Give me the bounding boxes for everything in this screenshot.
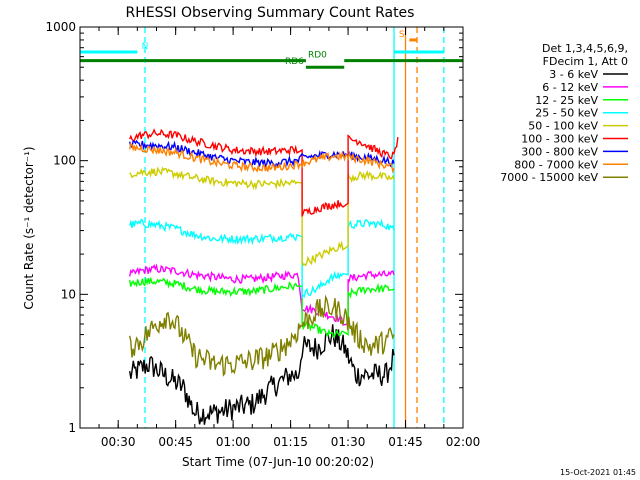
plot-area: N RD0 RD6 S 1 10 100 1000 00:30 00:45 01:00 01:15… — [45, 20, 480, 449]
legend-label-6-12-kev: 6 - 12 keV — [542, 81, 598, 94]
vertical-markers — [144, 27, 445, 428]
series-layer — [129, 128, 399, 425]
annotation-s: S — [399, 30, 405, 40]
legend-header-line: Det 1,3,4,5,6,9, — [542, 42, 628, 55]
annotation-n: N — [142, 42, 149, 52]
x-tick-label-02-00: 02:00 — [446, 435, 481, 449]
x-tick-label-01-15: 01:15 — [273, 435, 308, 449]
y-tick-label-1: 1 — [68, 421, 76, 435]
legend-label-7000-15000-kev: 7000 - 15000 keV — [500, 171, 598, 184]
legend-label-800-7000-kev: 800 - 7000 keV — [514, 158, 598, 171]
legend-label-100-300-kev: 100 - 300 keV — [521, 133, 598, 146]
y-axis-label: Count Rate (s⁻¹ detector⁻¹) — [22, 146, 36, 309]
x-axis-label: Start Time (07-Jun-10 00:20:02) — [182, 455, 374, 469]
legend-header-line: FDecim 1, Att 0 — [543, 55, 628, 68]
series-6-12-kev — [129, 263, 395, 326]
series-3-6-kev — [129, 324, 395, 425]
x-tick-label-01-45: 01:45 — [388, 435, 423, 449]
legend-label-3-6-kev: 3 - 6 keV — [549, 68, 598, 81]
legend: Det 1,3,4,5,6,9,FDecim 1, Att 03 - 6 keV… — [500, 42, 628, 184]
series-50-100-kev — [129, 166, 395, 267]
legend-label-12-25-kev: 12 - 25 keV — [535, 94, 598, 107]
y-tick-label-100: 100 — [53, 154, 76, 168]
x-tick-label-01-00: 01:00 — [216, 435, 251, 449]
x-axis: 00:30 00:45 01:00 01:15 01:30 01:45 02:00 — [98, 27, 481, 449]
annotation-rd0: RD0 — [308, 51, 327, 61]
status-bars: N RD0 RD6 S — [80, 30, 463, 69]
x-tick-label-00-45: 00:45 — [158, 435, 193, 449]
legend-label-50-100-kev: 50 - 100 keV — [528, 120, 598, 133]
series-7000-15000-kev — [129, 294, 395, 377]
x-tick-label-00-30: 00:30 — [101, 435, 136, 449]
y-axis: 1 10 100 1000 — [45, 20, 463, 435]
series-12-25-kev — [129, 276, 395, 339]
y-tick-label-10: 10 — [61, 287, 76, 301]
footer-timestamp: 15-Oct-2021 01:45 — [560, 468, 636, 477]
series-800-7000-kev — [129, 142, 395, 174]
x-tick-label-01-30: 01:30 — [331, 435, 366, 449]
y-tick-label-1000: 1000 — [45, 20, 76, 34]
annotation-rd6: RD6 — [285, 57, 304, 67]
chart-title: RHESSI Observing Summary Count Rates — [126, 5, 415, 21]
legend-label-300-800-kev: 300 - 800 keV — [521, 145, 598, 158]
series-100-300-kev — [129, 128, 399, 217]
legend-label-25-50-kev: 25 - 50 keV — [535, 107, 598, 120]
series-25-50-kev — [129, 218, 395, 299]
